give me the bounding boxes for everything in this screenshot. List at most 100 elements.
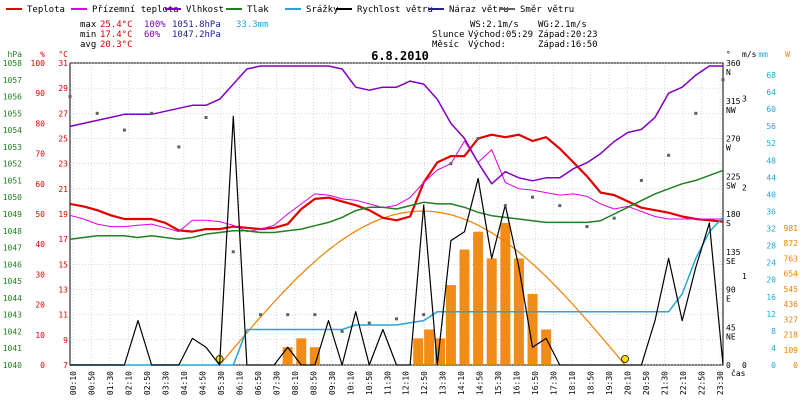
x-tick-label: 20:50 bbox=[642, 371, 651, 395]
wind-speed-info: WS:2.1m/s bbox=[470, 20, 519, 30]
legend-label: Teplota bbox=[27, 5, 65, 15]
wind-dir-point bbox=[340, 329, 344, 333]
x-tick-label: 16:50 bbox=[531, 371, 540, 395]
x-tick-label: 01:30 bbox=[106, 371, 115, 395]
pressure-axis-tick: 1040 bbox=[3, 361, 22, 370]
stats-min-press: 1047.2hPa bbox=[172, 30, 221, 40]
wind-dir-point bbox=[721, 78, 725, 82]
solar-tick: 109 bbox=[784, 346, 799, 355]
pressure-axis-tick: 1043 bbox=[3, 311, 22, 320]
pressure-axis-unit: hPa bbox=[8, 50, 23, 59]
solar-line bbox=[219, 210, 626, 366]
temperature-axis-tick: 17 bbox=[58, 235, 68, 244]
rain-tick: 64 bbox=[766, 88, 776, 97]
pressure-axis-tick: 1049 bbox=[3, 210, 22, 219]
solar-tick: 654 bbox=[784, 270, 799, 279]
humidity-axis-tick: 40 bbox=[35, 240, 45, 249]
legend-label: Srážky bbox=[306, 5, 339, 15]
wind-direction-series bbox=[68, 78, 725, 333]
moon-rise: Východ: bbox=[468, 40, 506, 50]
pressure-axis-tick: 1053 bbox=[3, 143, 22, 152]
temperature-axis-tick: 31 bbox=[58, 59, 68, 68]
solar-tick: 763 bbox=[784, 254, 799, 263]
wind-dir-point bbox=[422, 313, 426, 317]
legend-label: Vlhkost bbox=[186, 5, 224, 15]
x-tick-label: 12:10 bbox=[402, 371, 411, 395]
x-tick-label: 21:30 bbox=[661, 371, 670, 395]
rain-tick: 16 bbox=[766, 293, 776, 302]
humidity-axis-tick: 90 bbox=[35, 89, 45, 98]
x-tick-label: 22:10 bbox=[679, 371, 688, 395]
x-tick-label: 22:50 bbox=[698, 371, 707, 395]
x-tick-label: 03:30 bbox=[161, 371, 170, 395]
wind-dir-point bbox=[449, 162, 453, 166]
wind-speed-unit: m/s bbox=[742, 50, 757, 59]
legend-label: Tlak bbox=[247, 5, 269, 15]
wind-dir-deg-tick: 0 bbox=[726, 361, 731, 370]
wind-dir-deg-tick: 225 bbox=[726, 172, 741, 181]
x-tick-label: 23:30 bbox=[716, 371, 725, 395]
pressure-axis-tick: 1052 bbox=[3, 160, 22, 169]
wind-dir-deg-tick: 45 bbox=[726, 323, 736, 332]
pressure-axis-tick: 1051 bbox=[3, 176, 22, 185]
stats-max-rain: 33.3mm bbox=[236, 20, 269, 30]
x-tick-label: 11:30 bbox=[383, 371, 392, 395]
humidity-axis-unit: % bbox=[40, 50, 45, 59]
x-tick-label: 02:10 bbox=[124, 371, 133, 395]
x-tick-label: 16:10 bbox=[513, 371, 522, 395]
rain-tick: 52 bbox=[766, 139, 776, 148]
wind-dir-compass-tick: N bbox=[726, 68, 731, 77]
wind-dir-deg-tick: 90 bbox=[726, 286, 736, 295]
x-tick-label: 08:10 bbox=[291, 371, 300, 395]
wind-dir-point bbox=[204, 116, 208, 120]
rain-tick: 32 bbox=[766, 225, 776, 234]
rain-rate-bar bbox=[527, 293, 538, 365]
wind-dir-point bbox=[585, 225, 589, 229]
x-tick-label: 07:30 bbox=[272, 371, 281, 395]
rain-tick: 4 bbox=[771, 344, 776, 353]
wind-dir-deg-tick: 360 bbox=[726, 59, 741, 68]
temperature-axis-tick: 21 bbox=[58, 185, 68, 194]
wind-dir-point bbox=[95, 111, 99, 115]
x-tick-label: 00:50 bbox=[87, 371, 96, 395]
x-tick-label: 09:30 bbox=[328, 371, 337, 395]
wind-dir-point bbox=[639, 178, 643, 182]
humidity-axis-tick: 70 bbox=[35, 150, 45, 159]
stats-avg-temp: 20.3°C bbox=[100, 40, 133, 50]
moon-set: Západ:16:50 bbox=[538, 40, 598, 50]
wind-speed-tick: 1 bbox=[742, 272, 747, 281]
x-tick-label: 10:50 bbox=[365, 371, 374, 395]
wind-dir-deg-tick: 180 bbox=[726, 210, 741, 219]
wind-dir-point bbox=[122, 128, 126, 132]
stats-max-temp: 25.4°C bbox=[100, 20, 133, 30]
wind-dir-point bbox=[503, 204, 507, 208]
humidity-axis-tick: 100 bbox=[31, 59, 46, 68]
chart-axes: 00:10 00:50 01:30 02:10 02:50 03:30 04:10 04:50… bbox=[3, 50, 798, 395]
rain-rate-bar bbox=[282, 347, 293, 365]
wind-dir-point bbox=[395, 317, 398, 321]
pressure-axis-tick: 1046 bbox=[3, 260, 22, 269]
rain-tick: 24 bbox=[766, 259, 776, 268]
stats-max-hum: 100% bbox=[144, 20, 166, 30]
wind-dir-point bbox=[68, 95, 72, 99]
rain-tick: 8 bbox=[771, 327, 776, 336]
rain-unit: mm bbox=[758, 50, 768, 59]
x-tick-label: 12:50 bbox=[420, 371, 429, 395]
sun-label: Slunce bbox=[432, 30, 465, 40]
humidity-axis-tick: 10 bbox=[35, 331, 45, 340]
temperature-axis-tick: 13 bbox=[58, 286, 68, 295]
x-tick-label: 14:50 bbox=[476, 371, 485, 395]
humidity-axis-tick: 50 bbox=[35, 210, 45, 219]
wind-dir-deg-tick: 270 bbox=[726, 135, 741, 144]
temperature-axis-unit: °C bbox=[58, 50, 68, 59]
x-tick-label: 06:10 bbox=[235, 371, 244, 395]
rain-tick: 68 bbox=[766, 71, 776, 80]
rain-tick: 20 bbox=[766, 276, 776, 285]
humidity-axis-tick: 0 bbox=[40, 361, 45, 370]
legend-label: Směr větru bbox=[520, 5, 574, 15]
wind-dir-point bbox=[367, 321, 371, 325]
temperature-axis-tick: 19 bbox=[58, 210, 68, 219]
wind-dir-point bbox=[558, 204, 562, 208]
